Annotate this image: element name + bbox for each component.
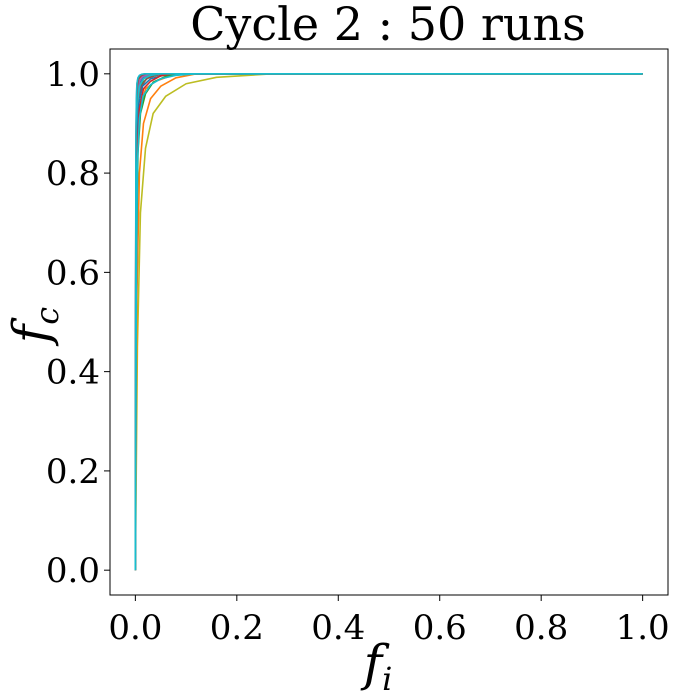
y-tick-label: 0.2 bbox=[46, 452, 100, 492]
chart-title: Cycle 2 : 50 runs bbox=[190, 0, 586, 51]
x-tick-label: 0.2 bbox=[210, 608, 264, 648]
y-axis-label-subscript: c bbox=[28, 307, 66, 325]
x-tick-label: 0.4 bbox=[311, 608, 365, 648]
plot-frame bbox=[109, 48, 669, 596]
y-tick-label: 0.0 bbox=[46, 551, 100, 591]
series-line-9 bbox=[134, 73, 643, 571]
x-tick-label: 0.8 bbox=[514, 608, 568, 648]
x-tick-label: 0.6 bbox=[413, 608, 467, 648]
y-tick-label: 1.0 bbox=[46, 55, 100, 95]
y-tick-label: 0.4 bbox=[46, 353, 100, 393]
series-line-17 bbox=[134, 73, 643, 571]
series-line-12 bbox=[134, 73, 643, 571]
x-axis-label-subscript: i bbox=[382, 660, 392, 692]
x-tick-label: 0.0 bbox=[108, 608, 162, 648]
x-axis: 0.0 0.2 0.4 0.6 0.8 1.0 bbox=[108, 595, 670, 648]
y-tick-label: 0.8 bbox=[46, 154, 100, 194]
y-axis: 0.0 0.2 0.4 0.6 0.8 1.0 bbox=[46, 55, 110, 591]
series-line-16 bbox=[134, 73, 643, 571]
plot-lines bbox=[134, 73, 643, 571]
x-tick-label: 1.0 bbox=[616, 608, 670, 648]
y-tick-label: 0.6 bbox=[46, 253, 100, 293]
